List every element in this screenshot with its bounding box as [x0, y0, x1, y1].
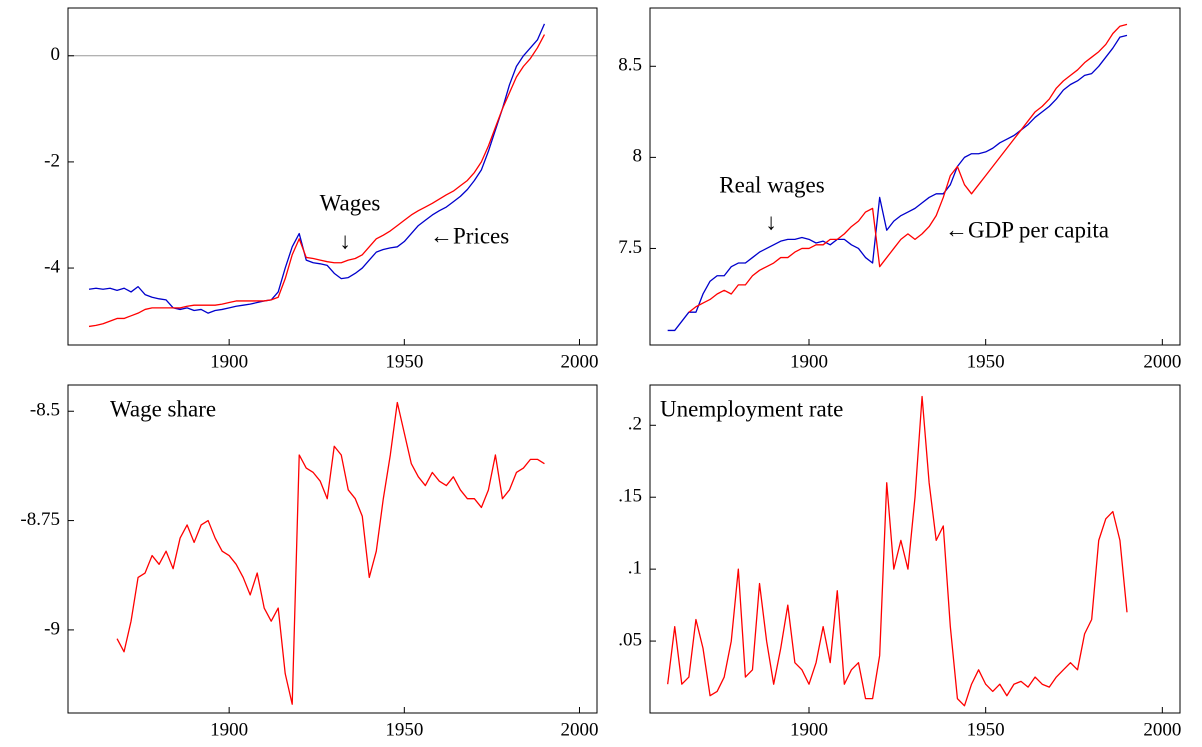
y-tick-label: -8.5 [30, 400, 60, 421]
annotation: Wages [320, 190, 381, 215]
annotation: ←GDP per capita [945, 217, 1109, 242]
annotation: ↓ [339, 228, 351, 253]
series-line [88, 34, 546, 328]
x-tick-label: 1950 [385, 351, 423, 372]
x-tick-label: 1950 [967, 719, 1005, 740]
x-tick-label: 1950 [385, 719, 423, 740]
panel-title: Unemployment rate [660, 396, 843, 421]
y-tick-label: -2 [44, 150, 60, 171]
series-line [688, 23, 1128, 313]
plot-frame [67, 384, 598, 714]
series-line [88, 23, 546, 314]
series-line [116, 401, 545, 705]
panel-title: Wage share [110, 396, 216, 421]
plot-frame [67, 7, 598, 346]
y-tick-label: 8.5 [618, 55, 642, 76]
annotation: ←Prices [430, 223, 509, 248]
y-tick-label: .2 [628, 414, 642, 435]
x-tick-label: 2000 [560, 719, 598, 740]
y-tick-label: 7.5 [618, 237, 642, 258]
x-tick-label: 2000 [1143, 719, 1181, 740]
plot-frame [649, 7, 1181, 346]
annotation: Real wages [719, 172, 824, 197]
x-tick-label: 2000 [560, 351, 598, 372]
y-tick-label: 0 [51, 44, 61, 65]
y-tick-label: -9 [44, 618, 60, 639]
y-tick-label: .1 [628, 557, 642, 578]
x-tick-label: 1900 [790, 351, 828, 372]
y-tick-label: .15 [618, 486, 642, 507]
x-tick-label: 1900 [210, 719, 248, 740]
series-line [667, 395, 1128, 707]
x-tick-label: 2000 [1143, 351, 1181, 372]
y-tick-label: .05 [618, 629, 642, 650]
y-tick-label: 8 [633, 146, 643, 167]
y-tick-label: -4 [44, 256, 60, 277]
annotation: ↓ [765, 209, 777, 234]
y-tick-label: -8.75 [20, 509, 60, 530]
x-tick-label: 1900 [210, 351, 248, 372]
series-line [667, 34, 1128, 332]
x-tick-label: 1950 [967, 351, 1005, 372]
x-tick-label: 1900 [790, 719, 828, 740]
plot-frame [649, 384, 1181, 714]
